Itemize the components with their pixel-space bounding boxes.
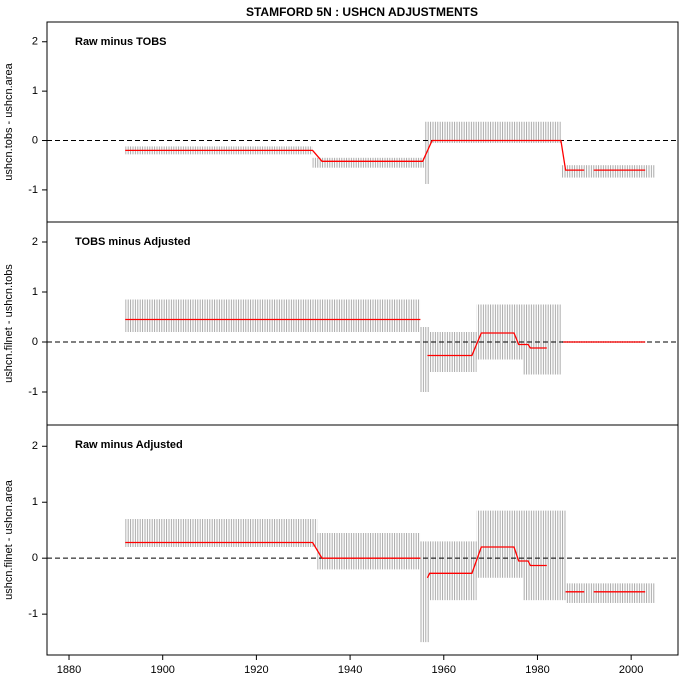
- y-tick-label: 0: [32, 336, 38, 348]
- y-tick-label: 1: [32, 85, 38, 97]
- y-axis-label: ushcn.filnet - ushcn.tobs: [3, 264, 15, 383]
- y-tick-label: -1: [28, 386, 38, 398]
- data-band: [425, 121, 430, 184]
- x-tick-label: 1880: [57, 664, 81, 676]
- plot-frame: [46, 424, 679, 656]
- y-tick-label: 2: [32, 236, 38, 248]
- x-tick-label: 1940: [338, 664, 362, 676]
- data-band: [317, 533, 421, 570]
- data-band: [565, 583, 655, 603]
- y-axis-label: ushcn.filnet - ushcn.area: [3, 479, 15, 600]
- panel-title: Raw minus TOBS: [75, 36, 166, 48]
- chart-title: STAMFORD 5N : USHCN ADJUSTMENTS: [246, 5, 478, 19]
- x-tick-label: 1980: [525, 664, 549, 676]
- series-line: [125, 318, 646, 357]
- y-tick-label: 0: [32, 134, 38, 146]
- data-band: [420, 541, 430, 643]
- data-band: [523, 304, 561, 375]
- data-band: [420, 327, 430, 392]
- data-band: [476, 510, 524, 578]
- x-tick-label: 1900: [150, 664, 174, 676]
- y-axis-label: ushcn.tobs - ushcn.area: [3, 62, 15, 180]
- data-band: [429, 121, 561, 143]
- data-band: [429, 541, 477, 601]
- data-band: [125, 299, 421, 332]
- data-band: [312, 157, 426, 168]
- series-line: [125, 541, 646, 593]
- y-tick-label: 2: [32, 440, 38, 452]
- y-tick-label: 0: [32, 552, 38, 564]
- data-band: [523, 510, 566, 601]
- y-tick-label: -1: [28, 184, 38, 196]
- panel-title: Raw minus Adjusted: [75, 439, 183, 451]
- plot-frame: [46, 21, 679, 223]
- y-tick-label: 1: [32, 286, 38, 298]
- y-tick-label: 2: [32, 36, 38, 48]
- series-line: [125, 139, 646, 171]
- data-band: [429, 332, 477, 372]
- x-tick-label: 1920: [244, 664, 268, 676]
- y-tick-label: -1: [28, 608, 38, 620]
- x-tick-label: 2000: [619, 664, 643, 676]
- panel-title: TOBS minus Adjusted: [75, 236, 191, 248]
- data-band: [560, 165, 655, 178]
- data-band: [476, 304, 524, 360]
- y-tick-label: 1: [32, 496, 38, 508]
- x-tick-label: 1960: [432, 664, 456, 676]
